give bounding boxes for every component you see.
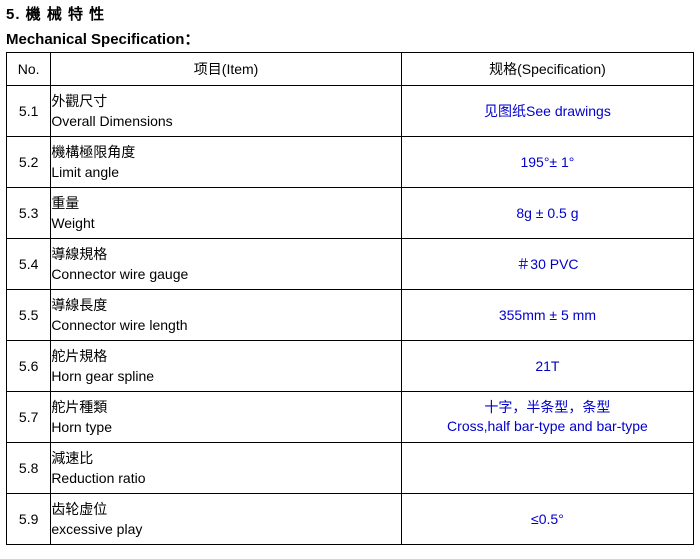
item-en: Connector wire length [51,315,401,335]
cell-spec: 21T [401,341,693,392]
item-zh: 齿轮虚位 [51,499,401,519]
col-header-item: 项目(Item) [51,53,402,86]
item-zh: 重量 [51,193,401,213]
cell-item: 外觀尺寸 Overall Dimensions [51,86,402,137]
table-row: 5.3 重量 Weight 8g ± 0.5 g [7,188,694,239]
item-en: Weight [51,213,401,233]
table-row: 5.8 減速比 Reduction ratio [7,443,694,494]
table-row: 5.1 外觀尺寸 Overall Dimensions 见图纸See drawi… [7,86,694,137]
item-zh: 舵片種類 [51,397,401,417]
cell-item: 齿轮虚位 excessive play [51,494,402,545]
cell-item: 重量 Weight [51,188,402,239]
cell-spec: 8g ± 0.5 g [401,188,693,239]
item-en: Limit angle [51,162,401,182]
item-en: Overall Dimensions [51,111,401,131]
col-header-no: No. [7,53,51,86]
item-zh: 機構極限角度 [51,142,401,162]
cell-no: 5.5 [7,290,51,341]
item-en: Horn gear spline [51,366,401,386]
cell-spec: ＃30 PVC [401,239,693,290]
table-header-row: No. 项目(Item) 规格(Specification) [7,53,694,86]
cell-no: 5.4 [7,239,51,290]
section-title-zh: 5. 機 械 特 性 [6,4,694,25]
item-en: excessive play [51,519,401,539]
item-zh: 導線規格 [51,244,401,264]
spec-line-en: Cross,half bar-type and bar-type [402,417,693,436]
cell-item: 導線長度 Connector wire length [51,290,402,341]
cell-item: 舵片種類 Horn type [51,392,402,443]
col-header-spec: 规格(Specification) [401,53,693,86]
mechanical-spec-table: No. 项目(Item) 规格(Specification) 5.1 外觀尺寸 … [6,52,694,545]
item-zh: 導線長度 [51,295,401,315]
cell-item: 導線規格 Connector wire gauge [51,239,402,290]
cell-spec: 195°± 1° [401,137,693,188]
cell-no: 5.2 [7,137,51,188]
cell-no: 5.7 [7,392,51,443]
cell-no: 5.1 [7,86,51,137]
cell-item: 舵片規格 Horn gear spline [51,341,402,392]
cell-spec: ≤0.5° [401,494,693,545]
cell-no: 5.8 [7,443,51,494]
cell-item: 機構極限角度 Limit angle [51,137,402,188]
item-en: Horn type [51,417,401,437]
cell-spec: 十字，半条型，条型 Cross,half bar-type and bar-ty… [401,392,693,443]
table-row: 5.9 齿轮虚位 excessive play ≤0.5° [7,494,694,545]
spec-line-zh: 十字，半条型，条型 [402,398,693,417]
cell-spec: 355mm ± 5 mm [401,290,693,341]
table-row: 5.2 機構極限角度 Limit angle 195°± 1° [7,137,694,188]
section-title-en: Mechanical Specification： [6,29,694,50]
cell-spec [401,443,693,494]
cell-spec: 见图纸See drawings [401,86,693,137]
item-zh: 舵片規格 [51,346,401,366]
table-row: 5.7 舵片種類 Horn type 十字，半条型，条型 Cross,half … [7,392,694,443]
cell-no: 5.9 [7,494,51,545]
item-zh: 減速比 [51,448,401,468]
cell-no: 5.6 [7,341,51,392]
cell-item: 減速比 Reduction ratio [51,443,402,494]
page: 5. 機 械 特 性 Mechanical Specification： No.… [0,0,700,551]
table-row: 5.6 舵片規格 Horn gear spline 21T [7,341,694,392]
item-zh: 外觀尺寸 [51,91,401,111]
item-en: Reduction ratio [51,468,401,488]
cell-no: 5.3 [7,188,51,239]
table-row: 5.4 導線規格 Connector wire gauge ＃30 PVC [7,239,694,290]
item-en: Connector wire gauge [51,264,401,284]
table-row: 5.5 導線長度 Connector wire length 355mm ± 5… [7,290,694,341]
